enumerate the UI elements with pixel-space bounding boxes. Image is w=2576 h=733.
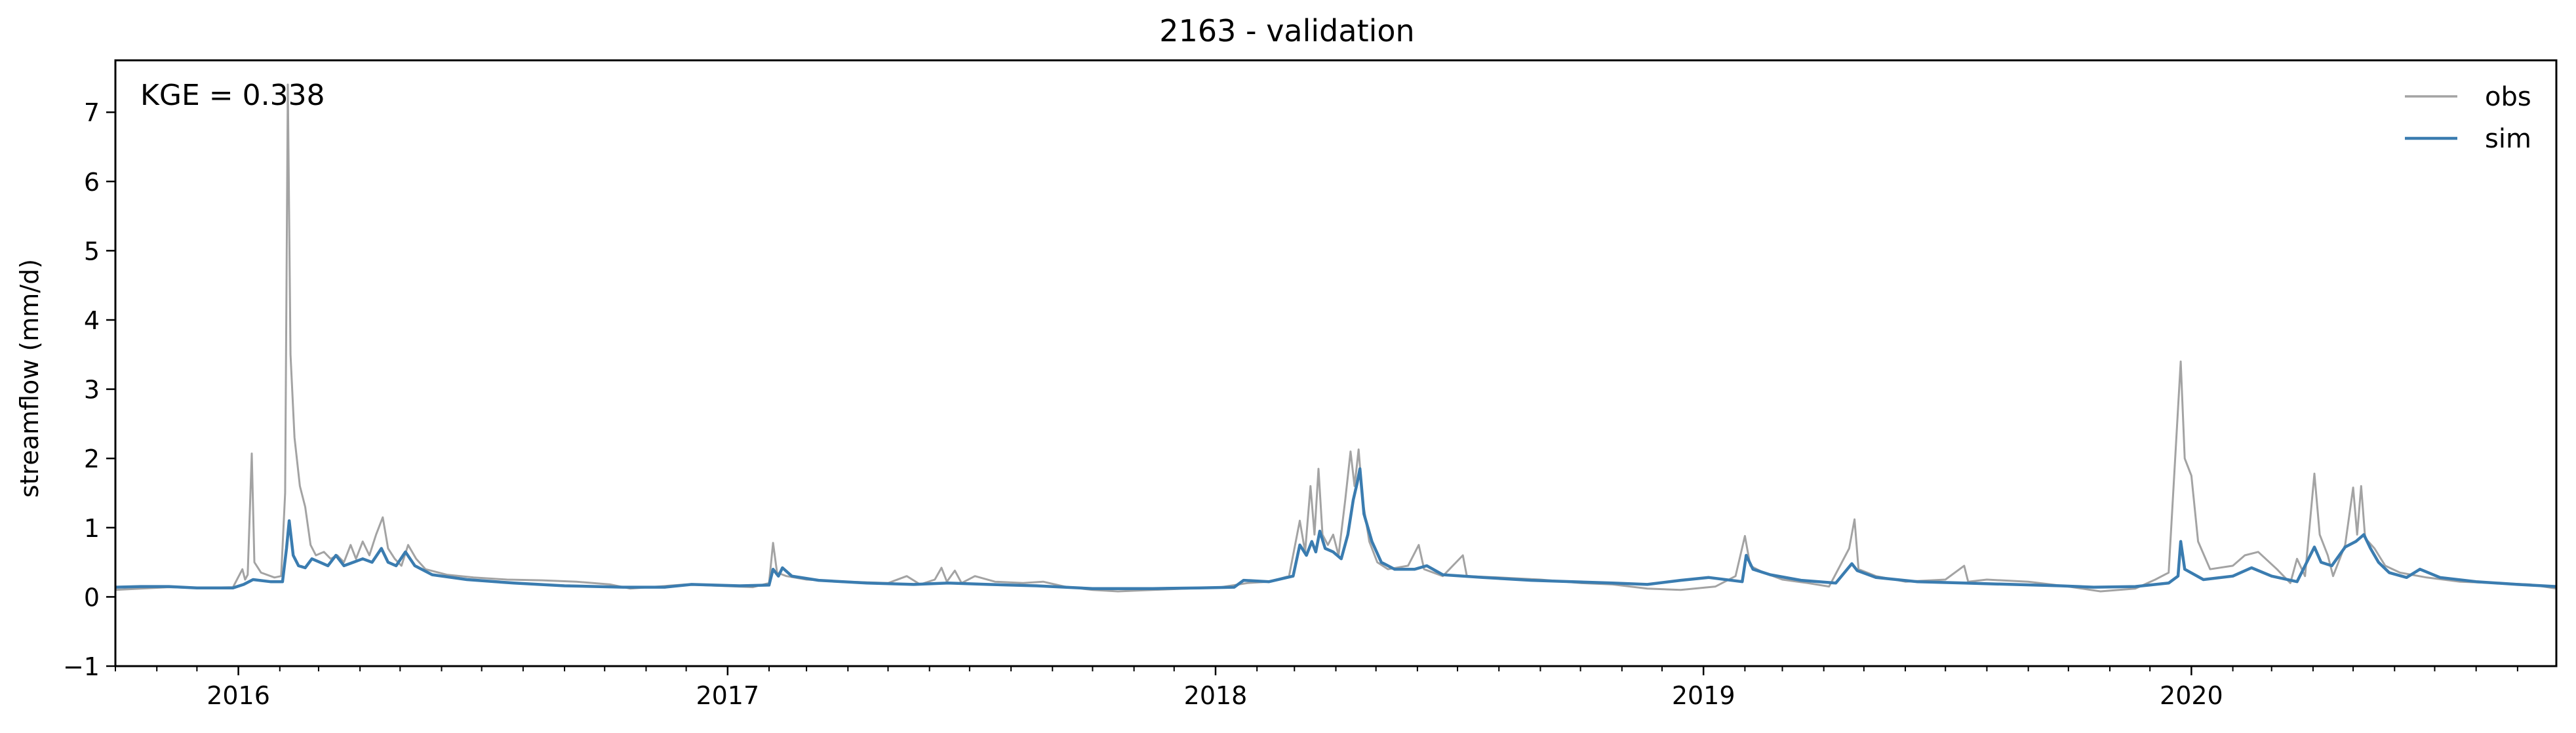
kge-annotation: KGE = 0.338	[140, 79, 325, 112]
y-tick-label: 4	[84, 306, 100, 335]
plot-area: −1 0 1 2 3 4 5 6 7 2016 2017 2018 2019 2020 KGE = 0.…	[63, 59, 2558, 710]
legend: obs sim	[2405, 82, 2531, 154]
series-line-sim	[115, 467, 2557, 590]
chart-title: 2163 - validation	[1159, 13, 1414, 49]
y-tick-label: 6	[84, 168, 100, 197]
y-axis-label: streamflow (mm/d)	[15, 259, 44, 498]
y-tick-label: 1	[84, 514, 100, 543]
series-line-obs	[115, 83, 2557, 593]
y-tick-label: 5	[84, 237, 100, 266]
x-tick-label: 2017	[696, 681, 759, 710]
legend-label-obs: obs	[2485, 82, 2531, 112]
x-tick-label: 2020	[2160, 681, 2223, 710]
y-tick-label: 2	[84, 445, 100, 473]
x-axis: 2016 2017 2018 2019 2020	[115, 666, 2518, 710]
x-tick-label: 2016	[207, 681, 270, 710]
y-tick-label: 3	[84, 376, 100, 405]
x-tick-label: 2019	[1672, 681, 1735, 710]
y-tick-label: −1	[63, 652, 100, 681]
series-layer	[115, 83, 2557, 593]
legend-label-sim: sim	[2485, 124, 2531, 154]
y-tick-label: 7	[84, 98, 100, 127]
y-axis: −1 0 1 2 3 4 5 6 7	[63, 98, 115, 681]
x-tick-label: 2018	[1184, 681, 1248, 710]
y-tick-label: 0	[84, 583, 100, 612]
plot-frame	[114, 59, 2558, 667]
